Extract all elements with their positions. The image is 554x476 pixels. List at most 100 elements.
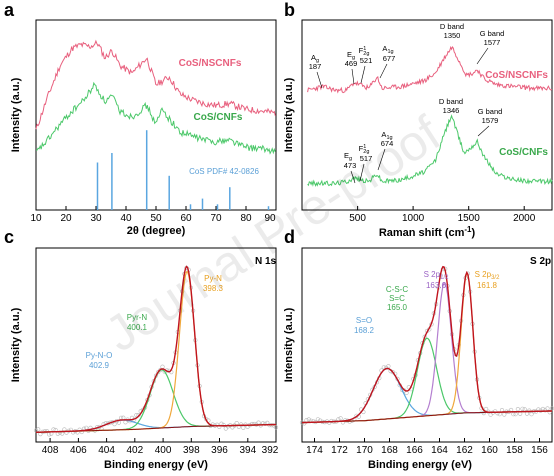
s2p-raw-point: [518, 411, 523, 416]
panel-a-series2-label: CoS/CNFs: [194, 112, 243, 123]
n1s-raw-point: [239, 422, 244, 427]
annot-g-band-pointer: [476, 47, 489, 65]
annot-eg-value: 469: [345, 59, 358, 68]
peak-value-so: 168.2: [354, 326, 375, 335]
annot-a1g-lower: A1g: [381, 130, 392, 141]
annot-eg-lower-pointer: [350, 170, 356, 184]
panel-a-ylabel: Intensity (a.u.): [10, 77, 22, 152]
peak-label-pyno: Py-N-O: [86, 351, 113, 360]
panel-d-tick-label: 162: [456, 445, 473, 456]
panel-a: a Intensity (a.u.) 2θ (degree) 10 20 30 …: [4, 0, 277, 237]
s2p-raw-point: [381, 365, 386, 370]
panel-c-tick-label: 394: [239, 445, 256, 456]
annot-ag-value: 187: [309, 62, 322, 71]
annot-f2g-pointer: [360, 65, 366, 84]
panel-d-marks: [299, 265, 554, 426]
n1s-raw-point: [55, 431, 60, 436]
panel-b-upper-annotations: Ag 187 Eg 469 F1 2g 521 A1g 677 D band 13…: [309, 22, 505, 89]
n1s-envelope: [36, 265, 277, 433]
panel-b-ylabel: Intensity (a.u.): [283, 77, 295, 152]
s2p-raw-point: [545, 406, 550, 411]
n1s-raw-point: [263, 421, 268, 426]
panel-a-xtick-labels: 10 20 30 40 50 60 70 80 90: [30, 213, 276, 224]
panel-d-tick-label: 172: [331, 445, 348, 456]
n1s-raw-point: [241, 425, 246, 430]
panel-d-peak-labels: S=O 168.2 C-S-C S=C 165.0 S 2p1/2 163.6 …: [354, 270, 500, 335]
panel-a-tick-label: 80: [240, 213, 252, 224]
peak-value-pyno: 402.9: [89, 361, 110, 370]
panel-d: d Intensity (a.u.) Binding energy (eV) 1…: [283, 227, 554, 471]
s2p-raw-point: [311, 419, 316, 424]
peak-label-sc: S=C: [389, 294, 405, 303]
s2p-raw-point: [488, 412, 493, 417]
annot-d-band-value: 1350: [444, 31, 461, 40]
n1s-raw-point: [121, 415, 126, 420]
panel-b-xlabel-main: Raman shift (cm: [379, 227, 465, 239]
panel-b-letter: b: [284, 0, 295, 20]
annot-g-band: G band: [480, 29, 505, 38]
s2p-raw-point: [520, 406, 525, 411]
annot-a1g-value: 677: [383, 54, 396, 63]
s2p-envelope: [302, 265, 552, 424]
n1s-raw-point: [223, 426, 228, 431]
panel-c-tick-label: 400: [155, 445, 172, 456]
peak-label-csc: C-S-C: [386, 285, 408, 294]
annot-g-band-lower: G band: [478, 107, 503, 116]
panel-a-letter: a: [4, 0, 15, 20]
panel-d-letter: d: [284, 227, 295, 247]
annot-f2g-value: 521: [360, 56, 373, 65]
s2p-raw-point: [513, 412, 518, 417]
s2p-component-2: [302, 282, 552, 424]
panel-a-tick-label: 70: [210, 213, 222, 224]
n1s-raw-point: [273, 425, 279, 430]
n1s-raw-point: [44, 429, 50, 434]
s2p-raw-point: [338, 416, 343, 421]
panel-c-marks: [33, 265, 279, 437]
s2p-raw-point: [522, 407, 527, 412]
panel-d-tick-label: 168: [381, 445, 398, 456]
s2p-raw-point: [527, 408, 532, 413]
panel-c-tick-label: 392: [262, 445, 279, 456]
raman-line-0: [307, 45, 553, 94]
s2p-raw-point: [515, 407, 521, 412]
peak-label-pyn: Py-N: [204, 274, 222, 283]
annot-f2g: F1 2g: [359, 46, 370, 57]
peak-label-so: S=O: [356, 316, 372, 325]
panel-d-tick-label: 158: [506, 445, 523, 456]
annot-g-band-value: 1577: [484, 38, 501, 47]
n1s-raw-point: [234, 421, 239, 426]
panel-c-xtick-labels: 408 406 404 402 400 398 396 394 392: [42, 445, 279, 456]
n1s-raw-point: [160, 364, 165, 369]
panel-c-tick-label: 408: [42, 445, 59, 456]
annot-a1g-lower-value: 674: [381, 139, 394, 148]
panel-c-tick-label: 402: [126, 445, 143, 456]
panel-a-tick-label: 50: [150, 213, 162, 224]
annot-eg-lower-value: 473: [344, 161, 357, 170]
panel-c: c Intensity (a.u.) Binding energy (eV) 4…: [4, 227, 279, 471]
panel-a-tick-label: 60: [180, 213, 192, 224]
panel-c-frame: [35, 247, 277, 443]
s2p-raw-point: [302, 421, 307, 426]
panel-b-xlabel-sup: -1: [464, 225, 472, 234]
peak-value-s2p12: 163.6: [426, 281, 447, 290]
panel-b-xlabel-end: ): [472, 227, 476, 239]
panel-d-tick-label: 160: [481, 445, 498, 456]
n1s-raw-point: [156, 370, 161, 375]
panel-a-tick-label: 20: [60, 213, 72, 224]
panel-d-ylabel: Intensity (a.u.): [283, 307, 295, 382]
peak-label-s2p32: S 2p3/2: [475, 270, 500, 281]
panel-b-tick-label: 1000: [402, 213, 425, 224]
peak-value-pyrn: 400.1: [127, 323, 148, 332]
panel-c-title: N 1s: [255, 256, 277, 267]
panel-d-frame: [301, 247, 553, 443]
annot-ag: Ag: [311, 53, 319, 64]
panel-a-tick-label: 90: [264, 213, 276, 224]
annot-eg: Eg: [347, 50, 355, 61]
panel-c-tick-label: 404: [98, 445, 115, 456]
s2p-component-3: [302, 272, 552, 424]
s2p-raw-point: [315, 417, 321, 422]
panel-b-tick-label: 2000: [513, 213, 536, 224]
s2p-raw-point: [306, 417, 311, 422]
annot-ag-pointer: [316, 71, 323, 89]
n1s-raw-point: [36, 427, 41, 432]
